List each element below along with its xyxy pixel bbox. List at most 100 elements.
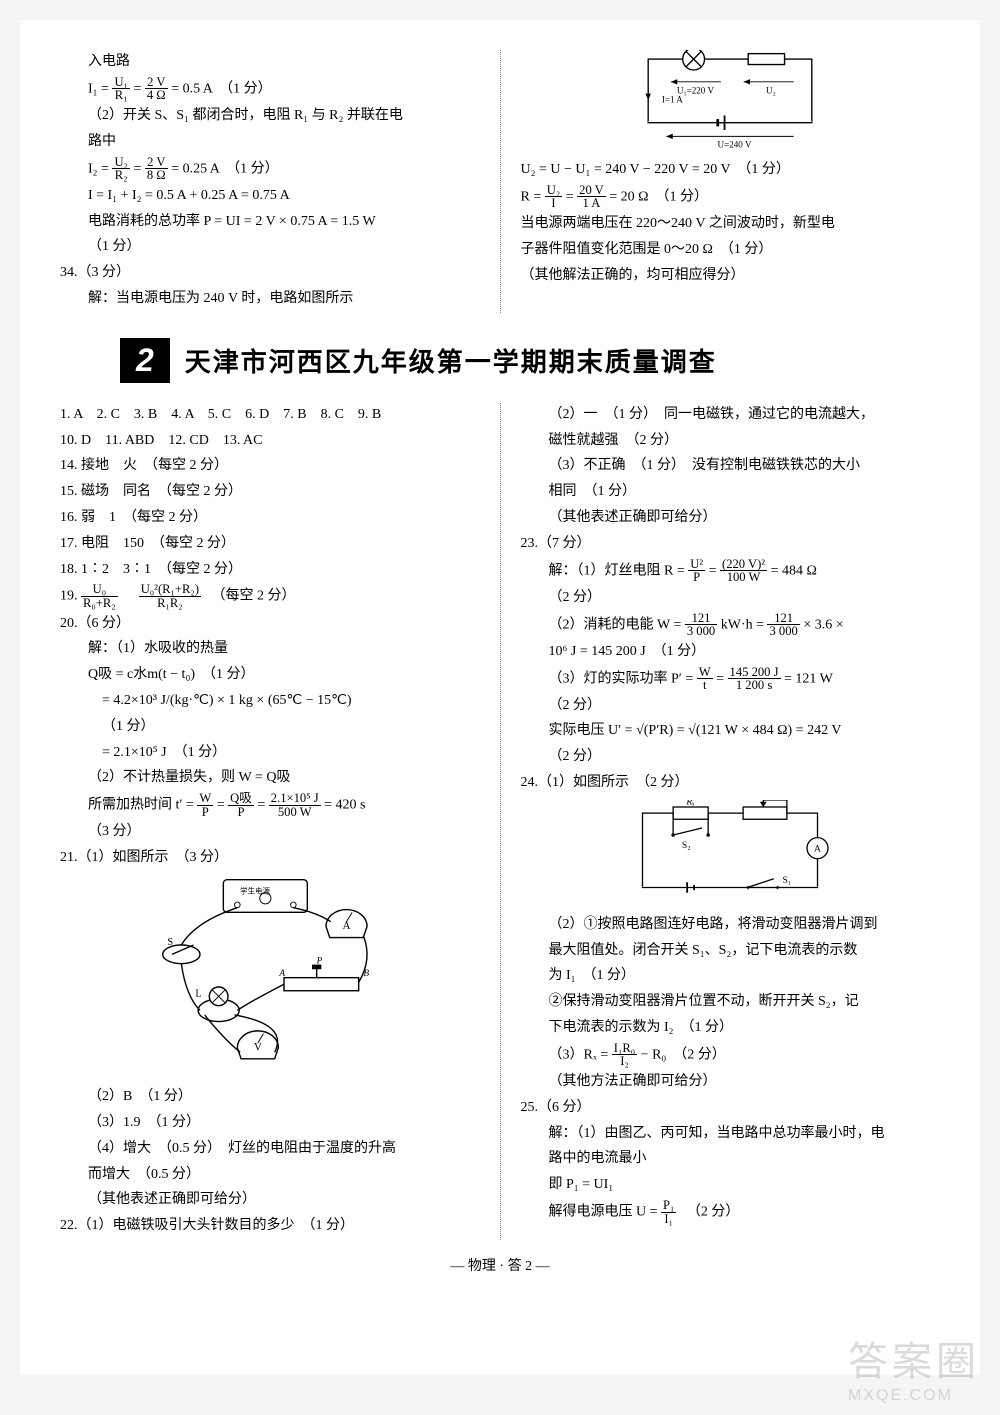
answer-line: 15. 磁场 同名 （每空 2 分） [60,480,480,504]
section-header: 2 天津市河西区九年级第一学期期末质量调查 [120,338,940,383]
svg-text:A: A [342,920,350,932]
formula-line: R = U₂I = 20 V1 A = 20 Ω （1 分） [521,184,941,210]
answer-line: 18. 1∶2 3∶1 （每空 2 分） [60,558,480,582]
formula-line: 解得电源电压 U = P₁I₁ （2 分） [521,1199,941,1225]
section-title: 天津市河西区九年级第一学期期末质量调查 [185,342,717,379]
text-line: 解：当电源电压为 240 V 时，电路如图所示 [60,287,480,311]
formula-line: I₂ = U₂R₂ = 2 V8 Ω = 0.25 A （1 分） [60,156,480,182]
text-line: 而增大 （0.5 分） [60,1163,480,1187]
top-left-col: 入电路 I₁ = U₁R₁ = 2 V4 Ω = 0.5 A （1 分） （2）… [60,50,480,313]
text-line: 路中的电流最小 [521,1147,941,1171]
text-line: 34.（3 分） [60,261,480,285]
text-line: 即 P₁ = UI₁ [521,1173,941,1197]
text-line: 解：（1）由图乙、丙可知，当电路中总功率最小时，电 [521,1122,941,1146]
column-divider [500,403,501,1240]
svg-text:学生电源: 学生电源 [240,886,270,896]
fraction: 1213 000 [767,612,799,638]
formula-line: （3）Rₓ = I₁R₀I₂ − R₀ （2 分） [521,1042,941,1068]
text-line: I = I₁ + I₂ = 0.5 A + 0.25 A = 0.75 A [60,184,480,208]
svg-text:P: P [315,957,322,967]
text-line: （2）①按照电路图连好电路，将滑动变阻器滑片调到 [521,913,941,937]
page-footer: — 物理 · 答 2 — [60,1255,940,1275]
main-right-col: （2）一 （1 分） 同一电磁铁，通过它的电流越大， 磁性就越强 （2 分） （… [521,403,941,1240]
column-divider [500,50,501,313]
svg-text:L: L [195,988,201,999]
fraction: 2 V4 Ω [145,76,168,102]
fraction: 145 200 J1 200 s [728,666,781,692]
text-line: = 4.2×10³ J/(kg·℃) × 1 kg × (65℃ − 15℃) [60,689,480,713]
main-left-col: 1. A 2. C 3. B 4. A 5. C 6. D 7. B 8. C … [60,403,480,1240]
svg-text:I=1 A: I=1 A [662,95,683,105]
svg-text:R: R [763,50,770,53]
svg-text:V: V [254,1041,262,1053]
page: 入电路 I₁ = U₁R₁ = 2 V4 Ω = 0.5 A （1 分） （2）… [20,20,980,1375]
text-line: （3）不正确 （1 分） 没有控制电磁铁铁芯的大小 [521,454,941,478]
fraction: 2 V8 Ω [145,156,168,182]
text-line: （2）开关 S、S₁ 都闭合时，电阻 R₁ 与 R₂ 并联在电 [60,104,480,128]
text-line: 当电源两端电压在 220～240 V 之间波动时，新型电 [521,212,941,236]
formula-line: （3）灯的实际功率 P′ = Wt = 145 200 J1 200 s = 1… [521,666,941,692]
answer-line: 16. 弱 1 （每空 2 分） [60,506,480,530]
text-line: 10⁶ J = 145 200 J （1 分） [521,640,941,664]
fraction: 1213 000 [685,612,717,638]
watermark: 答案圈 MXQE.COM [848,1329,980,1405]
text-line: U₂ = U − U₁ = 240 V − 220 V = 20 V （1 分） [521,158,941,182]
text-line: 下电流表的示数为 I₂ （1 分） [521,1016,941,1040]
formula-line: （2）消耗的电能 W = 1213 000 kW·h = 1213 000 × … [521,612,941,638]
answer-line: 24.（1）如图所示 （2 分） [521,771,941,795]
text-line: （2）一 （1 分） 同一电磁铁，通过它的电流越大， [521,403,941,427]
text-line: = 2.1×10⁵ J （1 分） [60,741,480,765]
experiment-circuit-sketch: 学生电源 A S L [130,875,410,1080]
answer-line: 1. A 2. C 3. B 4. A 5. C 6. D 7. B 8. C … [60,403,480,427]
fraction: U₂I [545,184,563,210]
text-line: 为 I₁ （1 分） [521,964,941,988]
circuit-diagram-rx: Rₓ R₀ S₂ A [625,800,835,905]
text-line: （2）B （1 分） [60,1085,480,1109]
svg-text:U=240 V: U=240 V [718,139,752,149]
circuit-diagram-lamp: L R U₁=220 V U₂ I=1 A U=240 V [630,50,830,150]
section-number: 2 [120,338,170,383]
text-line: 实际电压 U′ = √(P′R) = √(121 W × 484 Ω) = 24… [521,719,941,743]
text-line: 入电路 [60,50,480,74]
formula-line: 19. U₀R₀+R₂ U₀²(R₁+R₂)R₁R₂ （每空 2 分） [60,583,480,609]
svg-text:S: S [167,937,173,948]
fraction: I₁R₀I₂ [612,1042,637,1068]
answer-line: 22.（1）电磁铁吸引大头针数目的多少 （1 分） [60,1214,480,1238]
text-line: 磁性就越强 （2 分） [521,429,941,453]
fraction: U²P [688,558,705,584]
answer-line: 25.（6 分） [521,1096,941,1120]
fraction: WP [197,792,213,818]
text-line: ②保持滑动变阻器滑片位置不动，断开开关 S₂，记 [521,990,941,1014]
text-line: （3 分） [60,820,480,844]
text-line: （2 分） [521,586,941,610]
main-columns: 1. A 2. C 3. B 4. A 5. C 6. D 7. B 8. C … [60,403,940,1240]
answer-line: 17. 电阻 150 （每空 2 分） [60,532,480,556]
text-line: （其他解法正确的，均可相应得分） [521,264,941,288]
svg-text:A: A [814,844,821,855]
text-line: Q吸 = c水m(t − t₀) （1 分） [60,663,480,687]
fraction: Wt [697,666,713,692]
fraction: U₀²(R₁+R₂)R₁R₂ [139,583,201,609]
svg-text:U₂: U₂ [766,86,776,96]
top-right-col: L R U₁=220 V U₂ I=1 A U=240 V [521,50,941,313]
fraction: 20 V1 A [577,184,606,210]
text-line: （其他方法正确即可给分） [521,1070,941,1094]
text-line: 解：（1）水吸收的热量 [60,637,480,661]
text-line: （4）增大 （0.5 分） 灯丝的电阻由于温度的升高 [60,1137,480,1161]
answer-line: 23.（7 分） [521,532,941,556]
text-line: 子器件阻值变化范围是 0～20 Ω （1 分） [521,238,941,262]
top-section: 入电路 I₁ = U₁R₁ = 2 V4 Ω = 0.5 A （1 分） （2）… [60,50,940,313]
fraction: (220 V)²100 W [720,558,767,584]
text-line: （2 分） [521,745,941,769]
text-line: （其他表述正确即可给分） [60,1188,480,1212]
text-line: （1 分） [60,715,480,739]
svg-text:Rₓ: Rₓ [686,800,696,807]
text-line: （1 分） [60,235,480,259]
text-line: （2 分） [521,694,941,718]
answer-line: 20.（6 分） [60,612,480,636]
fraction: U₂R₂ [112,156,130,182]
watermark-text: 答案圈 [848,1340,980,1384]
formula-line: I₁ = U₁R₁ = 2 V4 Ω = 0.5 A （1 分） [60,76,480,102]
watermark-url: MXQE.COM [848,1387,980,1405]
text-line: 路中 [60,130,480,154]
